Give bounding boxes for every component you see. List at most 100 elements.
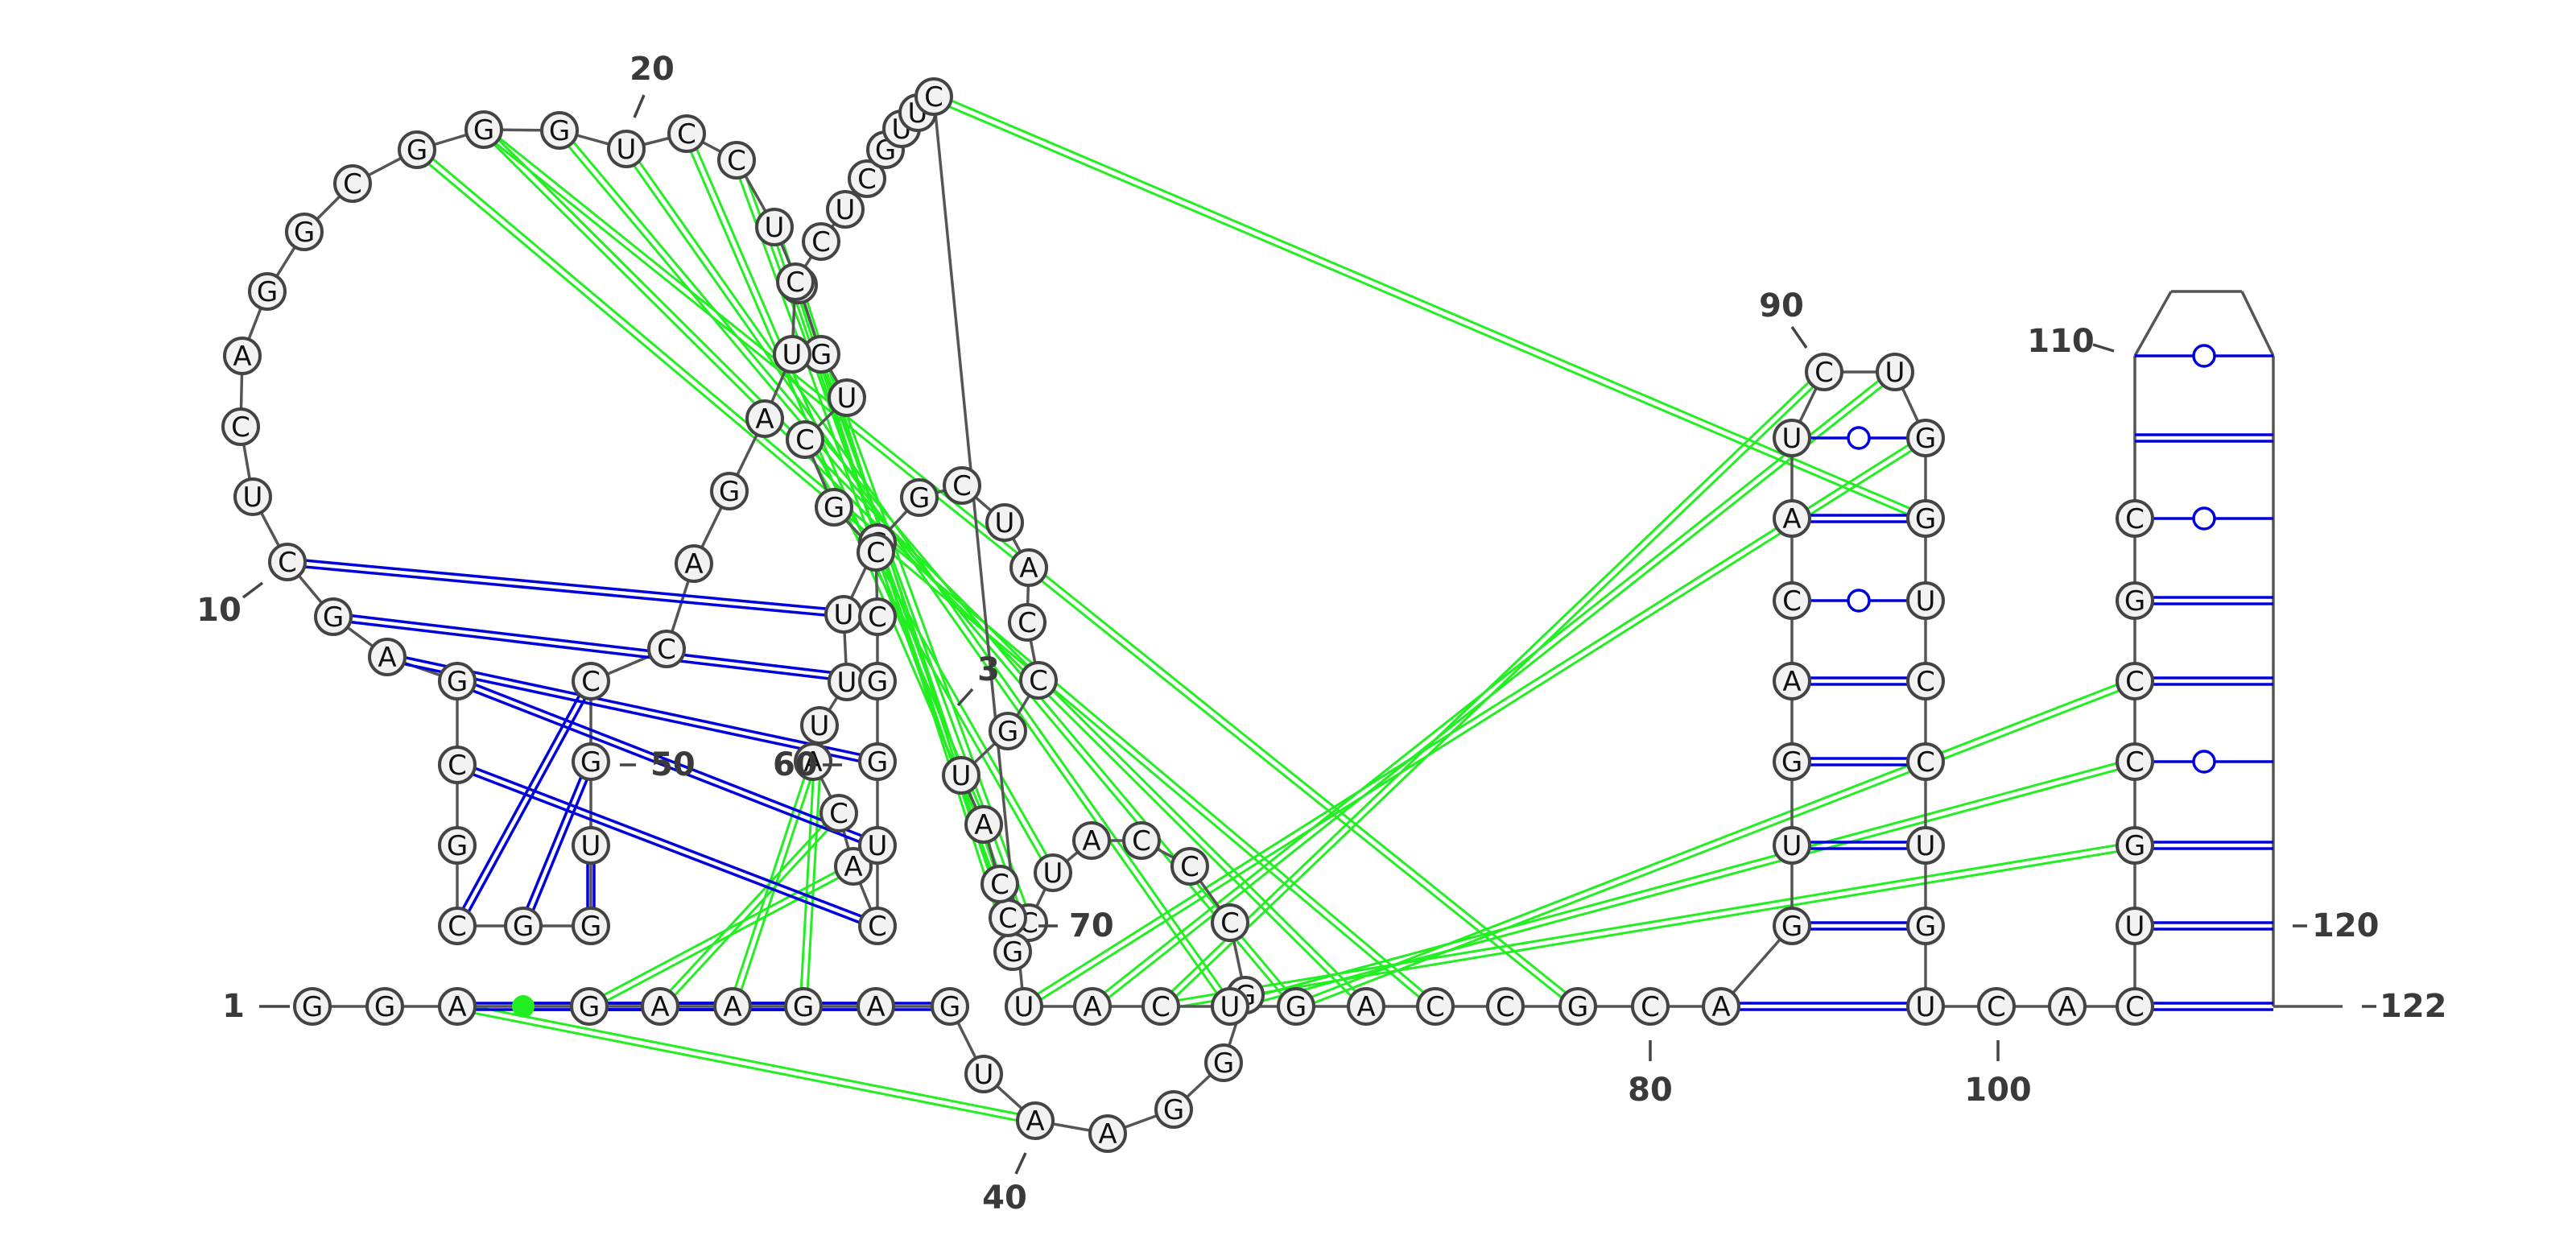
nucleotide: C — [667, 114, 706, 153]
nucleotide-letter: C — [786, 266, 805, 299]
nucleotide-letter: C — [866, 537, 886, 569]
gu-wobble-pair — [2135, 750, 2273, 774]
position-number: 70 — [1069, 907, 1114, 944]
nucleotide: U — [858, 826, 897, 865]
nucleotide: C — [1805, 353, 1843, 391]
nucleotide: A — [1702, 987, 1740, 1026]
nucleotide: U — [1876, 353, 1914, 391]
nucleotide-letter: U — [1220, 991, 1241, 1023]
nucleotide-letter: C — [857, 163, 877, 196]
nucleotide-letter: G — [580, 746, 601, 779]
nucleotide: U — [828, 378, 866, 417]
position-number: 100 — [1964, 1072, 2032, 1109]
nucleotide-letter: C — [1426, 991, 1445, 1023]
nucleotide-letter: U — [1916, 830, 1936, 862]
nucleotide-letter: A — [866, 991, 885, 1023]
nucleotide: C — [914, 77, 953, 116]
base-pair-line — [2135, 921, 2273, 931]
position-label: 110 — [2027, 323, 2115, 360]
nucleotide-letter: A — [1083, 991, 1101, 1023]
position-number: 20 — [630, 51, 675, 88]
tertiary-interaction-lines — [414, 92, 2136, 1126]
nucleotide: G — [2116, 826, 2154, 865]
base-pair-line — [1721, 1002, 1926, 1011]
base-pair-line — [2135, 841, 2273, 850]
nucleotide: G — [365, 987, 404, 1026]
nucleotide: G — [398, 130, 436, 169]
position-number: 40 — [982, 1180, 1027, 1217]
tertiary-interaction-line — [1294, 676, 2136, 1011]
nucleotide: G — [285, 213, 324, 251]
nucleotide: A — [223, 337, 262, 375]
nucleotide: A — [1072, 821, 1111, 860]
base-pair-line — [332, 612, 878, 686]
nucleotide-letter: C — [278, 547, 297, 579]
nucleotide-letter: A — [2058, 991, 2076, 1023]
nucleotide: G — [1906, 419, 1945, 457]
base-pair-line — [1792, 514, 1926, 523]
nucleotide: A — [794, 742, 832, 781]
nucleotide-letter: C — [990, 869, 1009, 901]
nucleotide-letter: U — [1014, 991, 1034, 1023]
nucleotide: C — [438, 907, 477, 945]
nucleotide: U — [572, 826, 610, 865]
nucleotide: G — [570, 987, 609, 1026]
nucleotide: A — [368, 638, 407, 676]
nucleotide-letter: C — [727, 145, 746, 177]
position-number: 110 — [2027, 323, 2095, 360]
nucleotide-letter: G — [407, 134, 427, 167]
nucleotide: U — [2116, 907, 2154, 945]
nucleotide-letter: A — [1782, 503, 1801, 535]
nucleotide: A — [1009, 548, 1048, 587]
nucleotide-letter: G — [580, 911, 601, 943]
nucleotide: C — [858, 597, 897, 636]
nucleotide: G — [438, 662, 477, 700]
nucleotide-letter: U — [952, 760, 972, 792]
base-pair-line — [1792, 841, 1926, 850]
position-label: 80 — [1628, 1040, 1673, 1109]
position-number: 10 — [196, 592, 242, 629]
nucleotide-letter: G — [1163, 1094, 1184, 1126]
nucleotide-letter: G — [549, 115, 570, 147]
position-label: 122 — [2362, 988, 2447, 1025]
nucleotide: U — [607, 130, 646, 168]
nucleotide: G — [1906, 907, 1945, 945]
nucleotide-letter: C — [829, 798, 848, 830]
nucleotide: G — [2116, 581, 2154, 620]
tertiary-interaction-line — [1022, 434, 1928, 1010]
nucleotide: A — [1773, 499, 1811, 538]
nucleotide-letter: A — [1019, 552, 1038, 585]
nucleotide: G — [802, 335, 840, 374]
nucleotide-letter: C — [2125, 991, 2145, 1023]
nucleotide: C — [848, 159, 886, 198]
nucleotide-letter: U — [868, 830, 888, 862]
nucleotide-letter: C — [1132, 825, 1151, 857]
nucleotide-letter: A — [974, 809, 993, 841]
nucleotide: G — [504, 907, 543, 945]
nucleotide: C — [1631, 987, 1670, 1026]
nucleotide-letter: G — [1915, 423, 1936, 455]
position-label: 20 — [630, 51, 675, 118]
nucleotide-letter: A — [1082, 825, 1100, 857]
position-number: 80 — [1628, 1072, 1673, 1109]
nucleotide-letter: A — [378, 642, 396, 674]
nucleotide-letter: C — [2125, 503, 2145, 535]
nucleotide-letter: C — [2125, 666, 2145, 698]
nucleotide-letter: C — [343, 168, 362, 200]
base-pair-line — [1792, 921, 1926, 931]
nucleotide-letter: G — [824, 492, 844, 524]
nucleotide-letter: G — [719, 476, 740, 508]
position-number: 90 — [1759, 287, 1804, 324]
nucleotide-letter: U — [1916, 991, 1936, 1023]
tertiary-interaction-line — [414, 146, 1439, 1010]
nucleotide: A — [834, 847, 873, 886]
nucleotide: G — [710, 472, 749, 510]
nucleotide-letter: U — [837, 667, 857, 699]
nucleotide-letter: U — [1885, 357, 1905, 389]
nucleotide-letter: U — [243, 481, 263, 514]
nucleotide-letter: U — [2125, 911, 2145, 943]
nucleotide-letter: C — [1151, 991, 1170, 1023]
backbone-segment — [932, 96, 1026, 1007]
tertiary-interaction-line — [1160, 841, 2136, 1011]
